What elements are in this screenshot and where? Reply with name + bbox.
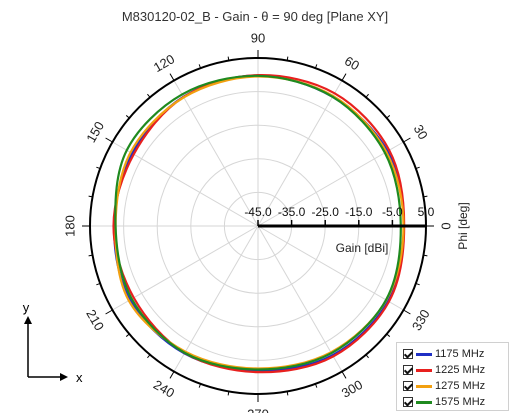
angular-axis-label: Phi [deg] [456,202,470,249]
angle-tick-label: 240 [151,377,177,401]
series-line [112,74,406,374]
angle-tick [198,64,202,69]
legend-item[interactable]: 1275 MHz [403,379,485,393]
angle-tick [198,383,202,388]
chart-title: M830120-02_B - Gain - θ = 90 deg [Plane … [122,9,388,24]
legend-swatch [416,384,432,388]
angle-tick [169,371,175,379]
grid-spoke [257,141,404,227]
angle-tick [125,115,130,119]
angle-tick [365,93,369,98]
angle-tick [415,166,420,170]
legend-label: 1575 MHz [435,396,486,408]
radial-tick-label: -5.0 [382,205,403,219]
angle-tick-label: 300 [339,377,365,401]
angle-tick [415,282,420,286]
x-axis-indicator-label: x [76,370,83,385]
legend-label: 1275 MHz [435,380,486,392]
angle-tick [403,137,411,143]
angle-tick [147,354,151,359]
angle-tick [96,166,101,170]
grid-spoke [112,141,259,227]
angle-tick-label: 150 [83,119,107,145]
series-line [114,74,402,371]
radial-tick-label: -35.0 [278,205,306,219]
legend-label: 1175 MHz [435,348,485,360]
angle-tick-label: 330 [409,307,433,333]
grid-spoke [257,225,404,311]
angle-tick [96,282,101,286]
angle-tick-label: 210 [83,307,107,333]
y-arrow-head [24,316,32,324]
angle-tick [105,137,113,143]
angle-tick [169,73,175,81]
grid-spoke [173,225,259,372]
angle-tick [88,254,93,257]
radial-tick-label: -45.0 [244,205,272,219]
grid-spoke [257,225,343,372]
angle-tick-label: 120 [151,51,177,75]
angle-tick [286,391,289,396]
angle-tick [314,383,318,388]
angle-tick [88,195,93,198]
angle-tick [125,333,130,337]
radial-axis: -45.0 -35.0 -25.0 -15.0 -5.0 5.0 [244,205,435,228]
legend-swatch [416,400,432,404]
radial-axis-label: Gain [dBi] [336,241,389,255]
legend-item[interactable]: 1575 MHz [403,395,485,409]
grid-spoke [173,80,259,227]
angle-tick [365,354,369,359]
legend-label: 1225 MHz [435,364,486,376]
legend: 1175 MHz 1225 MHz 1275 MHz 1575 MHz [396,342,509,411]
angle-tick-label: 90 [251,31,265,46]
checkbox-checked-icon[interactable] [403,397,413,407]
grid-spoke [112,225,259,311]
checkbox-checked-icon[interactable] [403,349,413,359]
axes-indicator: y x [23,300,83,385]
angle-tick [314,64,318,69]
angle-tick [386,333,391,337]
angle-tick [227,391,230,396]
polar-grid [82,50,434,402]
angle-tick [423,254,428,257]
checkbox-checked-icon[interactable] [403,365,413,375]
radial-tick-label: 5.0 [418,205,435,219]
legend-item[interactable]: 1225 MHz [403,363,485,377]
angle-tick [403,309,411,315]
angle-tick [105,309,113,315]
radial-tick-label: -25.0 [312,205,340,219]
angle-tick [341,371,347,379]
angle-tick [227,56,230,61]
angle-tick-label: 270 [247,407,269,413]
y-axis-indicator-label: y [23,300,30,315]
grid-spoke [257,80,343,227]
x-arrow-head [60,373,68,381]
angle-tick-label: 180 [63,215,78,237]
angle-tick-label: 30 [411,122,431,142]
angle-tick [147,93,151,98]
legend-swatch [416,368,432,372]
legend-item[interactable]: 1175 MHz [403,347,484,361]
checkbox-checked-icon[interactable] [403,381,413,391]
angle-tick [341,73,347,81]
angle-tick [286,56,289,61]
angle-tick-label: 0 [439,222,454,229]
series-layer [112,74,406,374]
radial-tick-label: -15.0 [345,205,373,219]
legend-swatch [416,352,432,356]
angle-tick [423,195,428,198]
angle-tick-label: 60 [342,53,362,73]
angle-tick [386,115,391,119]
